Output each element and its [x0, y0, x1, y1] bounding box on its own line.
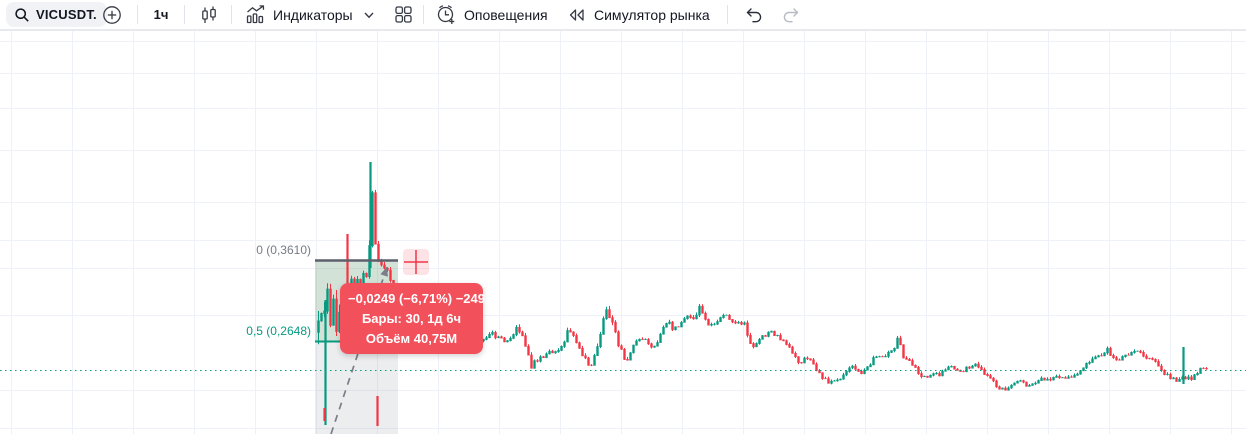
market-replay-button[interactable]: Симулятор рынка — [562, 0, 714, 29]
rewind-icon — [566, 4, 588, 26]
undo-button[interactable] — [738, 0, 768, 29]
alarm-clock-plus-icon — [434, 3, 458, 27]
symbol-name: VICUSDT. — [36, 7, 97, 22]
indicator-templates-button[interactable] — [356, 0, 382, 29]
cursor-vertical-bar — [415, 250, 417, 274]
search-icon — [14, 7, 30, 23]
timeframe-button[interactable]: 1ч — [144, 0, 178, 29]
grid-layout-icon — [393, 4, 414, 25]
toolbar-separator — [184, 5, 185, 24]
top-toolbar: VICUSDT. 1ч — [0, 0, 1246, 31]
toolbar-separator — [137, 5, 138, 24]
fib-level-05-label[interactable]: 0,5 (0,2648) — [246, 324, 311, 338]
layout-grid-button[interactable] — [388, 0, 418, 29]
compare-add-symbol-button[interactable] — [98, 0, 126, 29]
indicators-button[interactable]: Индикаторы — [240, 0, 357, 29]
redo-icon — [781, 4, 802, 25]
measure-tooltip: −0,0249 (−6,71%) −249 Бары: 30, 1д 6ч Об… — [340, 283, 485, 354]
toolbar-separator — [231, 5, 232, 24]
chart-canvas[interactable] — [0, 31, 1246, 434]
indicators-icon — [244, 3, 267, 26]
measure-change-text: −0,0249 (−6,71%) −249 — [348, 291, 485, 306]
chart-pane[interactable]: 0 (0,3610) 0,5 (0,2648) −0,0249 (−6,71%)… — [0, 31, 1246, 434]
measure-bars-text: Бары: 30, 1д 6ч — [361, 311, 462, 326]
alerts-label: Оповещения — [464, 6, 548, 23]
alerts-button[interactable]: Оповещения — [430, 0, 552, 29]
timeframe-label: 1ч — [153, 7, 169, 22]
symbol-search-button[interactable]: VICUSDT. — [6, 2, 107, 27]
undo-icon — [743, 4, 764, 25]
fib-level-0-label[interactable]: 0 (0,3610) — [256, 243, 311, 257]
plus-circle-icon — [101, 4, 123, 26]
grid-lines — [0, 31, 1246, 434]
chart-type-button[interactable] — [194, 0, 224, 29]
chevron-down-icon — [361, 7, 377, 23]
indicators-label: Индикаторы — [273, 6, 353, 23]
measure-volume-text: Объём 40,75M — [365, 331, 458, 346]
candlestick-chart-icon — [198, 4, 220, 26]
replay-label: Симулятор рынка — [594, 6, 710, 23]
toolbar-separator — [423, 5, 424, 24]
crosshair-plus-cursor — [403, 249, 429, 275]
toolbar-separator — [727, 5, 728, 24]
redo-button[interactable] — [776, 0, 806, 29]
